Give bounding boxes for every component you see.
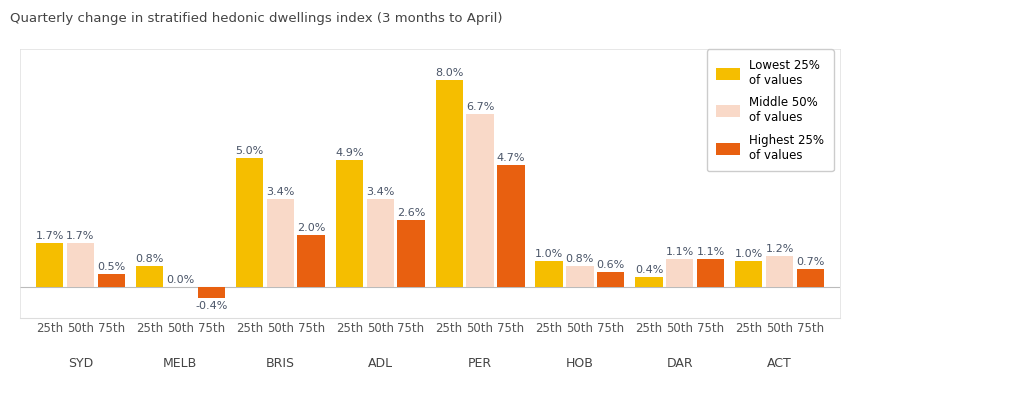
Bar [667,259,693,287]
Text: 4.9%: 4.9% [335,148,364,158]
Bar [566,266,594,287]
Bar [266,199,294,287]
Text: 3.4%: 3.4% [266,187,295,197]
Bar [635,277,663,287]
Text: 2.6%: 2.6% [397,208,425,218]
Text: 1.0%: 1.0% [535,249,563,259]
Bar [498,166,524,287]
Text: 1.2%: 1.2% [766,244,794,254]
Text: 6.7%: 6.7% [466,102,495,112]
Bar [536,261,562,287]
Bar [797,269,824,287]
Bar [298,235,325,287]
Text: 1.0%: 1.0% [735,249,763,259]
Bar [367,199,394,287]
Text: 5.0%: 5.0% [236,146,263,155]
Text: 2.0%: 2.0% [297,223,326,233]
Text: 1.7%: 1.7% [67,231,94,241]
Bar [36,243,63,287]
Bar [397,220,425,287]
Bar [697,259,724,287]
Text: 1.7%: 1.7% [36,231,63,241]
Text: -0.4%: -0.4% [195,301,227,310]
Text: 1.1%: 1.1% [666,246,694,257]
Text: 0.8%: 0.8% [135,254,164,264]
Text: 0.7%: 0.7% [797,257,824,267]
Text: HOB: HOB [566,357,594,370]
Text: SYD: SYD [68,357,93,370]
Text: MELB: MELB [163,357,198,370]
Legend: Lowest 25%
of values, Middle 50%
of values, Highest 25%
of values: Lowest 25% of values, Middle 50% of valu… [707,49,834,171]
Bar [236,158,263,287]
Text: 0.5%: 0.5% [97,262,125,272]
Text: 0.6%: 0.6% [597,259,625,270]
Bar [97,274,125,287]
Text: DAR: DAR [667,357,693,370]
Bar [198,287,225,297]
Text: Quarterly change in stratified hedonic dwellings index (3 months to April): Quarterly change in stratified hedonic d… [10,12,503,25]
Bar [435,80,463,287]
Bar [597,272,625,287]
Bar [336,160,362,287]
Text: ADL: ADL [368,357,392,370]
Bar [766,256,794,287]
Text: 4.7%: 4.7% [497,153,525,163]
Text: 3.4%: 3.4% [366,187,394,197]
Text: BRIS: BRIS [265,357,295,370]
Bar [735,261,763,287]
Text: ACT: ACT [767,357,793,370]
Text: 0.8%: 0.8% [565,254,594,264]
Bar [466,114,494,287]
Bar [136,266,163,287]
Text: 0.0%: 0.0% [166,275,195,285]
Text: 1.1%: 1.1% [696,246,725,257]
Text: 0.4%: 0.4% [635,265,664,275]
Text: 8.0%: 8.0% [435,68,463,78]
Text: PER: PER [468,357,493,370]
Bar [67,243,94,287]
